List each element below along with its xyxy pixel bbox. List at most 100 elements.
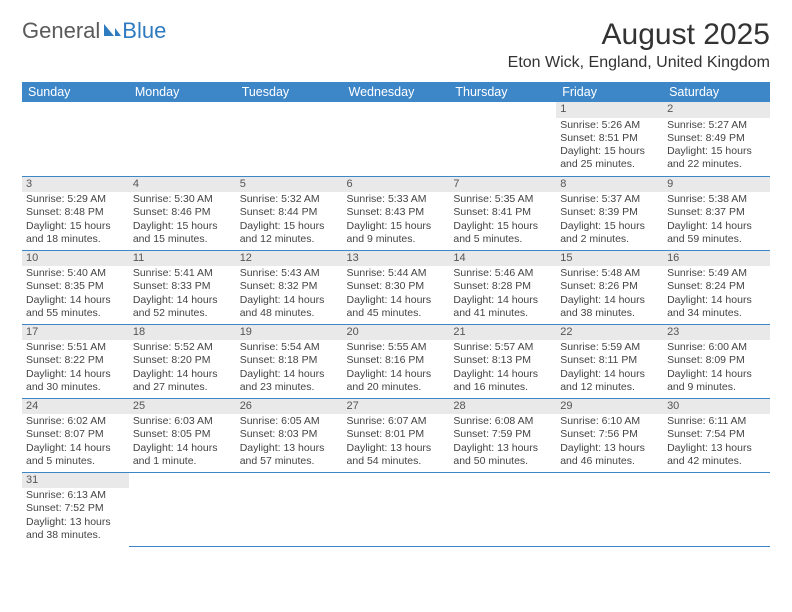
daylight-text: Daylight: 14 hours and 23 minutes. <box>240 368 339 394</box>
daylight-text: Daylight: 14 hours and 55 minutes. <box>26 294 125 320</box>
day-header-row: SundayMondayTuesdayWednesdayThursdayFrid… <box>22 82 770 102</box>
calendar-cell-empty <box>663 472 770 546</box>
day-header: Saturday <box>663 82 770 102</box>
daylight-text: Daylight: 14 hours and 5 minutes. <box>26 442 125 468</box>
daylight-text: Daylight: 13 hours and 50 minutes. <box>453 442 552 468</box>
title-block: August 2025 Eton Wick, England, United K… <box>508 18 770 72</box>
day-content: Sunrise: 5:33 AMSunset: 8:43 PMDaylight:… <box>343 192 450 248</box>
daylight-text: Daylight: 13 hours and 46 minutes. <box>560 442 659 468</box>
sunrise-text: Sunrise: 5:41 AM <box>133 267 232 280</box>
sunrise-text: Sunrise: 6:11 AM <box>667 415 766 428</box>
day-number: 2 <box>663 102 770 118</box>
sunset-text: Sunset: 8:13 PM <box>453 354 552 367</box>
day-header: Monday <box>129 82 236 102</box>
daylight-text: Daylight: 15 hours and 12 minutes. <box>240 220 339 246</box>
sunset-text: Sunset: 8:46 PM <box>133 206 232 219</box>
logo: General Blue <box>22 18 166 44</box>
daylight-text: Daylight: 13 hours and 38 minutes. <box>26 516 125 542</box>
sunrise-text: Sunrise: 6:10 AM <box>560 415 659 428</box>
day-number: 12 <box>236 251 343 267</box>
day-content: Sunrise: 6:11 AMSunset: 7:54 PMDaylight:… <box>663 414 770 470</box>
day-content: Sunrise: 5:46 AMSunset: 8:28 PMDaylight:… <box>449 266 556 322</box>
sunset-text: Sunset: 8:18 PM <box>240 354 339 367</box>
calendar-body: 1Sunrise: 5:26 AMSunset: 8:51 PMDaylight… <box>22 102 770 546</box>
daylight-text: Daylight: 14 hours and 41 minutes. <box>453 294 552 320</box>
day-content: Sunrise: 5:54 AMSunset: 8:18 PMDaylight:… <box>236 340 343 396</box>
calendar-row: 3Sunrise: 5:29 AMSunset: 8:48 PMDaylight… <box>22 176 770 250</box>
sunrise-text: Sunrise: 5:57 AM <box>453 341 552 354</box>
day-number: 1 <box>556 102 663 118</box>
calendar-cell: 25Sunrise: 6:03 AMSunset: 8:05 PMDayligh… <box>129 398 236 472</box>
calendar-cell-empty <box>449 472 556 546</box>
sunrise-text: Sunrise: 5:38 AM <box>667 193 766 206</box>
day-content: Sunrise: 5:52 AMSunset: 8:20 PMDaylight:… <box>129 340 236 396</box>
day-number: 11 <box>129 251 236 267</box>
month-title: August 2025 <box>508 18 770 52</box>
day-content: Sunrise: 6:07 AMSunset: 8:01 PMDaylight:… <box>343 414 450 470</box>
sunset-text: Sunset: 8:01 PM <box>347 428 446 441</box>
calendar-cell: 14Sunrise: 5:46 AMSunset: 8:28 PMDayligh… <box>449 250 556 324</box>
sunrise-text: Sunrise: 5:40 AM <box>26 267 125 280</box>
sunrise-text: Sunrise: 6:00 AM <box>667 341 766 354</box>
sunset-text: Sunset: 8:33 PM <box>133 280 232 293</box>
sunrise-text: Sunrise: 5:32 AM <box>240 193 339 206</box>
daylight-text: Daylight: 14 hours and 9 minutes. <box>667 368 766 394</box>
daylight-text: Daylight: 14 hours and 20 minutes. <box>347 368 446 394</box>
daylight-text: Daylight: 15 hours and 15 minutes. <box>133 220 232 246</box>
calendar-row: 17Sunrise: 5:51 AMSunset: 8:22 PM Dayligh… <box>22 324 770 398</box>
calendar-cell: 15Sunrise: 5:48 AMSunset: 8:26 PMDayligh… <box>556 250 663 324</box>
daylight-text: Daylight: 14 hours and 16 minutes. <box>453 368 552 394</box>
day-number: 24 <box>22 399 129 415</box>
sunset-text: Sunset: 8:22 PM <box>26 354 125 367</box>
day-number: 7 <box>449 177 556 193</box>
calendar-cell: 17Sunrise: 5:51 AMSunset: 8:22 PMDayligh… <box>22 324 129 398</box>
sail-icon <box>102 22 122 38</box>
sunrise-text: Sunrise: 5:51 AM <box>26 341 125 354</box>
day-number: 15 <box>556 251 663 267</box>
sunset-text: Sunset: 8:30 PM <box>347 280 446 293</box>
sunset-text: Sunset: 8:39 PM <box>560 206 659 219</box>
daylight-text: Daylight: 15 hours and 9 minutes. <box>347 220 446 246</box>
logo-text-1: General <box>22 18 100 44</box>
calendar-cell: 12Sunrise: 5:43 AMSunset: 8:32 PMDayligh… <box>236 250 343 324</box>
day-content: Sunrise: 5:43 AMSunset: 8:32 PMDaylight:… <box>236 266 343 322</box>
day-content: Sunrise: 6:00 AMSunset: 8:09 PMDaylight:… <box>663 340 770 396</box>
day-number: 19 <box>236 325 343 341</box>
sunrise-text: Sunrise: 5:46 AM <box>453 267 552 280</box>
calendar-cell-empty <box>343 102 450 176</box>
day-header: Wednesday <box>343 82 450 102</box>
sunset-text: Sunset: 7:52 PM <box>26 502 125 515</box>
sunrise-text: Sunrise: 5:48 AM <box>560 267 659 280</box>
day-content: Sunrise: 5:30 AMSunset: 8:46 PMDaylight:… <box>129 192 236 248</box>
sunrise-text: Sunrise: 5:44 AM <box>347 267 446 280</box>
calendar-cell: 8Sunrise: 5:37 AMSunset: 8:39 PMDaylight… <box>556 176 663 250</box>
sunset-text: Sunset: 8:03 PM <box>240 428 339 441</box>
day-number: 25 <box>129 399 236 415</box>
day-number: 4 <box>129 177 236 193</box>
day-content: Sunrise: 5:49 AMSunset: 8:24 PMDaylight:… <box>663 266 770 322</box>
day-content: Sunrise: 6:08 AMSunset: 7:59 PMDaylight:… <box>449 414 556 470</box>
day-content: Sunrise: 5:38 AMSunset: 8:37 PMDaylight:… <box>663 192 770 248</box>
day-number: 17 <box>22 325 129 341</box>
day-header: Thursday <box>449 82 556 102</box>
calendar-cell: 9Sunrise: 5:38 AMSunset: 8:37 PMDaylight… <box>663 176 770 250</box>
sunset-text: Sunset: 8:44 PM <box>240 206 339 219</box>
day-number: 23 <box>663 325 770 341</box>
daylight-text: Daylight: 14 hours and 12 minutes. <box>560 368 659 394</box>
day-number: 6 <box>343 177 450 193</box>
sunrise-text: Sunrise: 5:54 AM <box>240 341 339 354</box>
sunset-text: Sunset: 8:28 PM <box>453 280 552 293</box>
calendar-cell: 19Sunrise: 5:54 AMSunset: 8:18 PMDayligh… <box>236 324 343 398</box>
logo-text-2: Blue <box>122 18 166 44</box>
day-content: Sunrise: 6:03 AMSunset: 8:05 PMDaylight:… <box>129 414 236 470</box>
calendar-cell-empty <box>236 472 343 546</box>
calendar-cell: 7Sunrise: 5:35 AMSunset: 8:41 PMDaylight… <box>449 176 556 250</box>
calendar-cell: 20Sunrise: 5:55 AMSunset: 8:16 PMDayligh… <box>343 324 450 398</box>
sunset-text: Sunset: 7:54 PM <box>667 428 766 441</box>
sunrise-text: Sunrise: 5:43 AM <box>240 267 339 280</box>
sunrise-text: Sunrise: 5:30 AM <box>133 193 232 206</box>
day-content: Sunrise: 5:59 AMSunset: 8:11 PMDaylight:… <box>556 340 663 396</box>
day-content: Sunrise: 5:29 AMSunset: 8:48 PMDaylight:… <box>22 192 129 248</box>
sunrise-text: Sunrise: 6:05 AM <box>240 415 339 428</box>
day-number: 14 <box>449 251 556 267</box>
